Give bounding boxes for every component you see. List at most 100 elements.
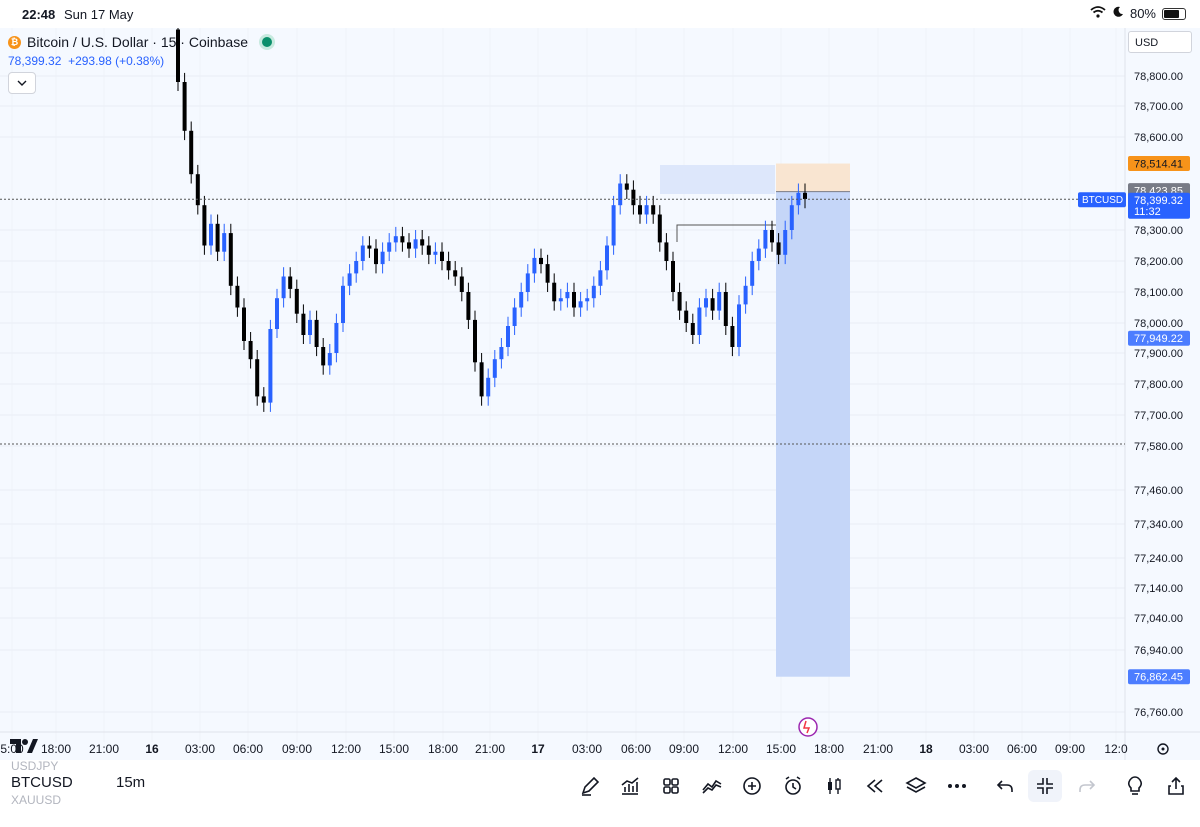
replay-button[interactable] xyxy=(858,770,892,802)
price-tick-label: 77,900.00 xyxy=(1134,348,1183,360)
moon-icon xyxy=(1112,6,1124,21)
price-tick-label: 77,460.00 xyxy=(1134,485,1183,497)
time-axis[interactable]: 5:00 18:00 21:00 16 03:00 06:00 09:00 12:00 15:0… xyxy=(0,742,1169,756)
economic-event-icon[interactable] xyxy=(798,717,818,737)
current-symbol[interactable]: BTCUSD xyxy=(11,774,73,791)
share-button[interactable] xyxy=(1159,770,1193,802)
candle xyxy=(222,223,227,261)
candle xyxy=(446,251,451,280)
candle xyxy=(789,195,794,240)
redo-button[interactable] xyxy=(1070,770,1104,802)
chart-pane[interactable]: 78,800.00 78,700.00 78,600.00 78,300.00 78,2… xyxy=(0,28,1200,760)
previous-symbol[interactable]: USDJPY xyxy=(11,759,59,773)
time-tick-label: 12:0 xyxy=(1104,742,1128,756)
symbol-tag-text: BTCUSD xyxy=(1082,195,1123,206)
add-button[interactable] xyxy=(735,770,769,802)
legend-price-line: 78,399.32 +293.98 (+0.38%) xyxy=(8,54,164,68)
candle xyxy=(354,251,359,283)
lightbulb-icon xyxy=(1127,776,1143,795)
undo-button[interactable] xyxy=(988,770,1022,802)
long-position-tool[interactable] xyxy=(660,163,850,677)
candle xyxy=(697,298,702,344)
candle xyxy=(684,301,689,332)
candle xyxy=(400,226,405,252)
legend-collapse-button[interactable] xyxy=(8,72,36,94)
price-tick-label: 77,700.00 xyxy=(1134,410,1183,422)
next-symbol[interactable]: XAUUSD xyxy=(11,793,62,807)
time-tick-label: 06:00 xyxy=(621,742,651,756)
candle xyxy=(499,338,504,369)
candle xyxy=(611,195,616,255)
battery-percent: 80% xyxy=(1129,6,1156,21)
ideas-button[interactable] xyxy=(1118,770,1152,802)
candle xyxy=(631,180,636,215)
candle xyxy=(341,276,345,332)
candle xyxy=(268,319,273,412)
candle xyxy=(301,304,306,344)
candle xyxy=(479,353,484,406)
candle xyxy=(380,242,385,274)
exit-fullscreen-button[interactable] xyxy=(1028,770,1062,802)
bitcoin-logo-icon: ₿ xyxy=(8,35,21,49)
drawing-tool-button[interactable] xyxy=(573,770,607,802)
candle-style-button[interactable] xyxy=(817,770,851,802)
candle xyxy=(459,267,464,302)
candle xyxy=(334,313,339,363)
candle xyxy=(347,264,352,296)
chevron-down-icon xyxy=(17,77,27,89)
more-button[interactable] xyxy=(940,770,974,802)
status-bar: 22:48 Sun 17 May 80% xyxy=(0,0,1200,28)
candle xyxy=(651,195,656,224)
plus-circle-icon xyxy=(743,777,761,795)
candle xyxy=(294,279,299,323)
candle xyxy=(717,282,722,320)
legend-price: 78,399.32 xyxy=(8,54,62,68)
time-tick-label: 17 xyxy=(531,742,545,756)
chart-type-button[interactable] xyxy=(695,770,729,802)
objects-tree-button[interactable] xyxy=(899,770,933,802)
candle xyxy=(506,316,510,357)
candle xyxy=(730,316,735,357)
candle xyxy=(585,288,590,311)
candle xyxy=(545,254,550,292)
candle xyxy=(393,226,398,252)
price-chart[interactable]: 78,800.00 78,700.00 78,600.00 78,300.00 78,2… xyxy=(0,28,1200,760)
candle xyxy=(750,251,755,296)
candle xyxy=(242,298,246,350)
candle xyxy=(413,230,418,258)
indicators-button[interactable] xyxy=(613,770,647,802)
time-tick-label: 21:00 xyxy=(863,742,893,756)
time-tick-label: 18:00 xyxy=(814,742,844,756)
price-axis[interactable]: 78,800.00 78,700.00 78,600.00 78,300.00 78,2… xyxy=(1078,71,1190,719)
legend-title: Bitcoin / U.S. Dollar · 15 · Coinbase xyxy=(27,34,248,50)
currency-selector[interactable]: USD xyxy=(1128,31,1192,53)
trend-icon xyxy=(702,779,722,794)
candle xyxy=(743,276,748,314)
candle xyxy=(420,230,425,255)
candle xyxy=(776,233,781,265)
axis-settings-icon[interactable] xyxy=(1157,743,1169,755)
candle xyxy=(453,261,458,286)
alarm-clock-icon xyxy=(785,776,801,795)
candle xyxy=(288,267,293,299)
time-tick-label: 06:00 xyxy=(1007,742,1037,756)
candle xyxy=(677,282,682,320)
candle xyxy=(367,236,372,258)
candle xyxy=(552,273,557,311)
layout-button[interactable] xyxy=(654,770,688,802)
candle xyxy=(519,282,524,317)
candle xyxy=(176,28,180,91)
interval-button[interactable]: 15m xyxy=(116,774,146,791)
alert-button[interactable] xyxy=(776,770,810,802)
candle xyxy=(387,233,392,261)
low-price-label-text: 77,949.22 xyxy=(1134,333,1183,345)
price-tick-label: 78,700.00 xyxy=(1134,101,1183,113)
symbol-legend[interactable]: ₿ Bitcoin / U.S. Dollar · 15 · Coinbase xyxy=(8,34,272,50)
price-tick-label: 77,800.00 xyxy=(1134,379,1183,391)
candle xyxy=(281,267,286,308)
price-tick-label: 78,600.00 xyxy=(1134,132,1183,144)
time-tick-label: 03:00 xyxy=(572,742,602,756)
time-tick-label: 18:00 xyxy=(41,742,71,756)
market-open-dot-icon xyxy=(261,37,272,47)
